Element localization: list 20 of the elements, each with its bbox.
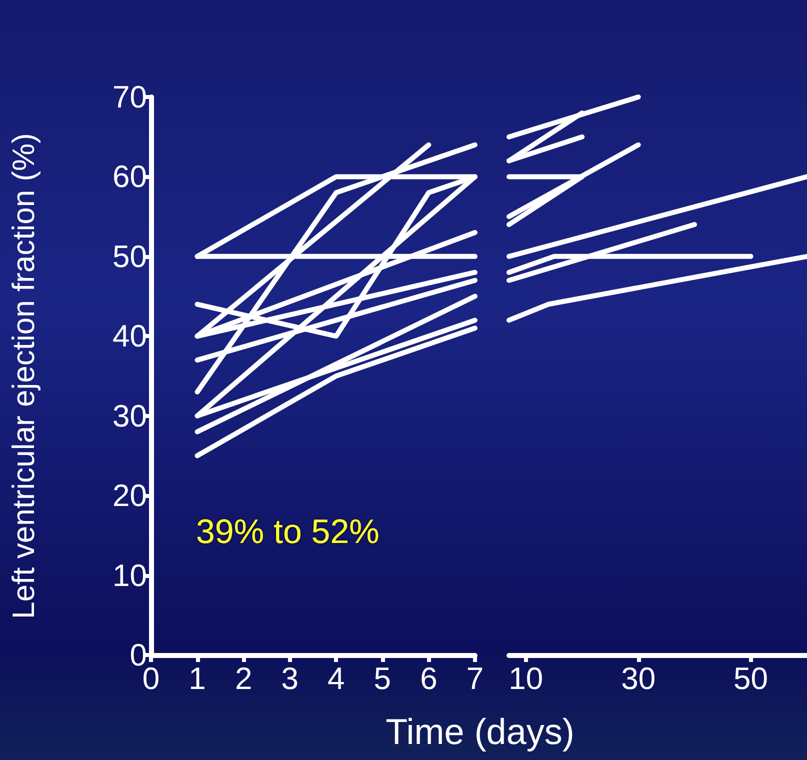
annotation: 39% to 52% [196, 513, 380, 551]
x-axis-title: Time (days) [384, 711, 576, 752]
y-tick-label: 40 [112, 318, 147, 354]
x-tick-label: 3 [281, 661, 298, 696]
y-tick-label: 70 [112, 80, 147, 114]
x-tick-label: 4 [328, 661, 345, 696]
x-tick-label: 7 [466, 661, 484, 696]
y-tick-label: 50 [112, 238, 147, 274]
y-axis-title: Left ventricular ejection fraction (%) [6, 133, 41, 619]
y-tick-label: 20 [112, 478, 147, 514]
x-tick-label: 5 [374, 661, 392, 696]
x-tick-label: 6 [420, 661, 438, 696]
y-tick-label: 30 [112, 398, 147, 434]
x-tick-label: 2 [234, 661, 252, 696]
y-tick-label: 60 [112, 159, 147, 194]
y-tick-label: 10 [112, 558, 147, 593]
x-tick-label: 1 [188, 661, 206, 696]
x-tick-label: 30 [621, 661, 656, 696]
x-tick-label: 50 [734, 661, 768, 696]
x-tick-label: 10 [508, 661, 544, 696]
